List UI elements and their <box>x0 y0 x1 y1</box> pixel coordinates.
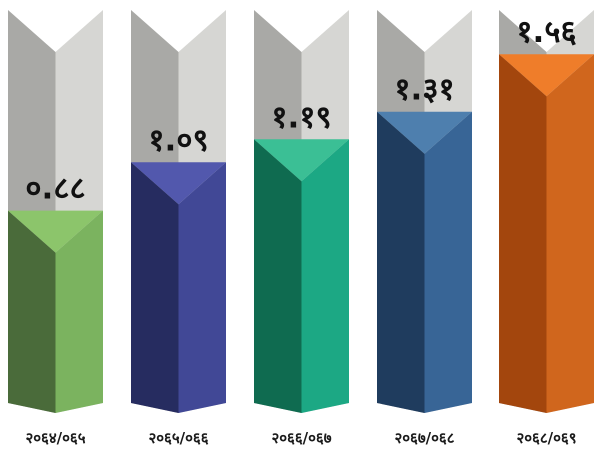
bar-right-face <box>55 210 103 413</box>
bar-value-label: १.३१ <box>394 72 454 108</box>
bar-group: १.५६ २०६८/०६९ <box>499 10 594 447</box>
bar-value-label: १.५६ <box>516 14 576 50</box>
bar-top-face <box>499 54 594 97</box>
x-tick-label: २०६६/०६७ <box>271 429 331 447</box>
bar-left-face <box>499 54 547 413</box>
x-tick-label: २०६४/०६५ <box>25 429 85 447</box>
bar-top-face <box>377 111 472 154</box>
bar-right-face <box>546 54 594 413</box>
x-tick-label: २०६८/०६९ <box>516 429 576 447</box>
x-tick-label: २०६५/०६६ <box>148 429 208 447</box>
bar-right-face <box>301 139 349 414</box>
bar-value-label: १.०९ <box>148 122 208 158</box>
bar-value-label: १.१९ <box>271 99 331 135</box>
bar-group: १.०९ २०६५/०६६ <box>131 10 226 447</box>
bar-left-face <box>377 111 425 413</box>
bar-value-label: ०.८८ <box>25 171 85 207</box>
bar-group: ०.८८ २०६४/०६५ <box>8 10 103 447</box>
bar-group: १.१९ २०६६/०६७ <box>254 10 349 447</box>
bar-top-face <box>131 162 226 205</box>
x-tick-label: २०६७/०६८ <box>394 429 454 447</box>
bar-left-face <box>131 162 179 413</box>
bar-right-face <box>424 111 472 413</box>
bar-top-face <box>254 139 349 182</box>
bar-group: १.३१ २०६७/०६८ <box>377 10 472 447</box>
bar-right-face <box>178 162 226 413</box>
bar-left-face <box>8 210 56 413</box>
bar-left-face <box>254 139 302 414</box>
bar-top-face <box>8 210 103 253</box>
